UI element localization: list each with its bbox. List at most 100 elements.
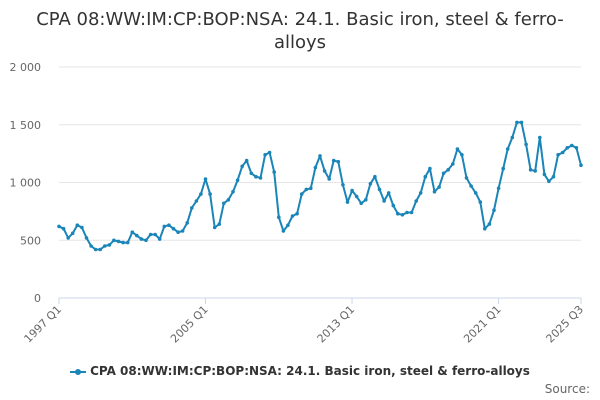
data-point bbox=[89, 244, 93, 248]
y-tick-label: 1 500 bbox=[10, 119, 42, 132]
data-point bbox=[409, 210, 414, 215]
data-point bbox=[446, 168, 451, 172]
data-point bbox=[405, 210, 409, 215]
legend-line-symbol bbox=[70, 367, 87, 377]
data-point bbox=[171, 226, 176, 231]
data-point bbox=[565, 146, 570, 150]
y-tick-label: 0 bbox=[34, 292, 41, 305]
data-point bbox=[473, 191, 478, 195]
data-point bbox=[139, 237, 144, 241]
data-point bbox=[423, 174, 428, 179]
data-point bbox=[505, 147, 510, 151]
data-point bbox=[538, 135, 542, 140]
data-point bbox=[222, 201, 226, 206]
data-point bbox=[528, 168, 533, 172]
data-point bbox=[414, 199, 419, 203]
x-tick-label: 2013 Q1 bbox=[315, 303, 358, 346]
data-point bbox=[180, 229, 185, 233]
data-point bbox=[272, 170, 277, 174]
credits-text[interactable]: Source: bbox=[544, 382, 590, 396]
data-point bbox=[167, 223, 171, 227]
y-tick-label: 500 bbox=[20, 234, 41, 247]
data-point bbox=[80, 225, 84, 230]
data-point bbox=[469, 184, 473, 188]
data-point bbox=[428, 166, 432, 171]
data-point bbox=[61, 226, 66, 231]
series-line-layer bbox=[57, 120, 583, 252]
data-point bbox=[556, 153, 560, 157]
data-point bbox=[299, 192, 304, 196]
data-point bbox=[254, 174, 258, 179]
data-point bbox=[373, 174, 377, 179]
data-point bbox=[579, 163, 583, 167]
data-point bbox=[194, 199, 199, 203]
data-point bbox=[341, 183, 345, 187]
x-axis-labels: 1997 Q1 2005 Q1 2013 Q1 2021 Q1 2025 Q3 bbox=[22, 303, 587, 346]
data-point bbox=[382, 199, 386, 203]
data-point bbox=[70, 231, 75, 236]
data-point bbox=[455, 147, 460, 151]
data-point bbox=[396, 211, 400, 216]
data-point bbox=[277, 215, 281, 219]
data-point bbox=[368, 181, 373, 186]
data-point bbox=[336, 159, 341, 164]
data-point bbox=[331, 158, 336, 163]
data-point bbox=[295, 211, 299, 216]
data-point bbox=[267, 150, 272, 155]
data-point bbox=[478, 200, 483, 204]
data-point bbox=[57, 224, 61, 229]
legend[interactable]: CPA 08:WW:IM:CP:BOP:NSA: 24.1. Basic iro… bbox=[0, 364, 600, 378]
data-point bbox=[116, 239, 121, 244]
data-point bbox=[263, 153, 267, 157]
data-point bbox=[176, 230, 180, 234]
data-point bbox=[226, 198, 231, 202]
data-point bbox=[313, 165, 318, 170]
data-point bbox=[496, 186, 501, 191]
data-point bbox=[510, 135, 515, 140]
x-tick-label: 2025 Q3 bbox=[544, 303, 587, 346]
data-point bbox=[322, 169, 327, 173]
data-point bbox=[464, 176, 469, 180]
data-point bbox=[391, 203, 396, 208]
chart-title: CPA 08:WW:IM:CP:BOP:NSA: 24.1. Basic iro… bbox=[36, 9, 564, 53]
data-point bbox=[574, 146, 579, 150]
data-point bbox=[286, 223, 290, 227]
data-point bbox=[350, 188, 354, 193]
data-point bbox=[249, 171, 254, 176]
data-point bbox=[212, 225, 217, 230]
legend-item-label: CPA 08:WW:IM:CP:BOP:NSA: 24.1. Basic iro… bbox=[90, 364, 530, 378]
data-point bbox=[190, 206, 194, 210]
data-point bbox=[157, 237, 162, 241]
data-point bbox=[185, 221, 189, 225]
x-tick-label: 1997 Q1 bbox=[22, 303, 65, 346]
data-point bbox=[451, 162, 455, 166]
data-point bbox=[309, 186, 313, 191]
data-point bbox=[103, 244, 107, 248]
data-point bbox=[121, 240, 125, 245]
x-tick-label: 2021 Q1 bbox=[461, 303, 504, 346]
data-point bbox=[515, 120, 519, 125]
x-tick-label: 2005 Q1 bbox=[168, 303, 211, 346]
data-point bbox=[135, 233, 139, 238]
data-point bbox=[107, 243, 112, 247]
data-point bbox=[487, 222, 492, 226]
data-point bbox=[560, 150, 565, 155]
data-point bbox=[524, 142, 528, 147]
data-point bbox=[130, 230, 135, 234]
data-point bbox=[318, 154, 322, 158]
data-point bbox=[231, 189, 235, 194]
y-tick-label: 2 000 bbox=[10, 61, 42, 74]
data-point bbox=[483, 226, 487, 231]
data-point bbox=[153, 232, 157, 237]
data-point bbox=[533, 169, 537, 173]
data-point bbox=[93, 247, 98, 252]
data-point bbox=[208, 192, 212, 196]
data-point bbox=[258, 176, 263, 180]
data-point bbox=[98, 247, 102, 252]
data-point bbox=[327, 177, 332, 181]
data-point bbox=[386, 191, 391, 195]
data-point bbox=[551, 174, 556, 179]
gridlines bbox=[59, 66, 581, 241]
data-point bbox=[75, 223, 80, 227]
data-point bbox=[66, 236, 70, 240]
